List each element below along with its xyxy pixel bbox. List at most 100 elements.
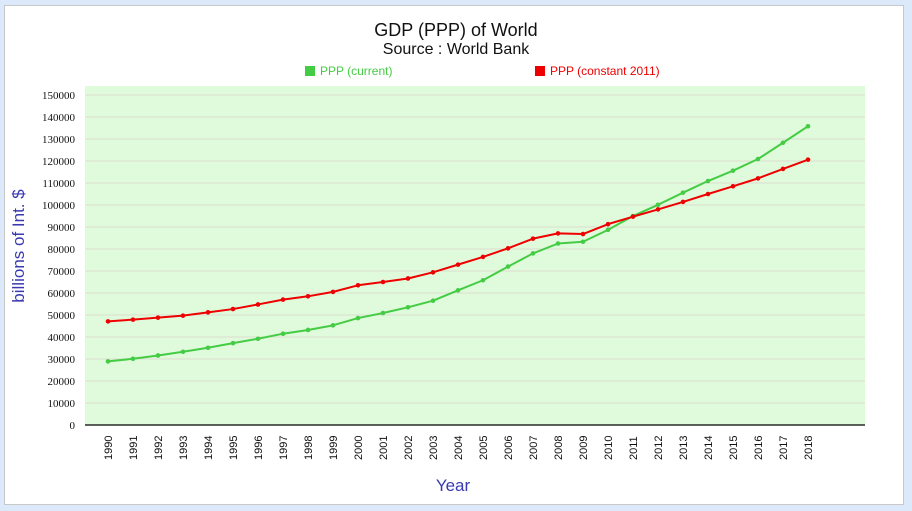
data-point[interactable] [505, 264, 511, 269]
data-point[interactable] [230, 340, 236, 346]
data-point[interactable] [705, 191, 711, 197]
data-point[interactable] [105, 319, 111, 324]
data-point[interactable] [305, 294, 311, 299]
x-tick-label: 1993 [178, 436, 190, 460]
x-tick-label: 2012 [653, 436, 665, 460]
data-point[interactable] [280, 297, 286, 302]
legend-label-ppp-constant: PPP (constant 2011) [550, 64, 660, 78]
x-tick-label: 2016 [753, 436, 765, 460]
data-point[interactable] [255, 336, 261, 342]
data-point[interactable] [230, 306, 236, 312]
series-ppp-current [105, 123, 811, 364]
data-point[interactable] [755, 156, 761, 162]
data-point[interactable] [380, 310, 386, 316]
x-tick-label: 1990 [103, 436, 115, 460]
data-point[interactable] [255, 302, 261, 307]
data-point[interactable] [705, 178, 711, 184]
data-point[interactable] [455, 262, 461, 267]
data-point[interactable] [130, 356, 136, 362]
data-point[interactable] [655, 202, 661, 208]
data-point[interactable] [155, 353, 161, 358]
data-point[interactable] [530, 251, 536, 256]
x-tick-label: 1994 [203, 436, 215, 460]
data-point[interactable] [105, 359, 111, 364]
data-point[interactable] [755, 176, 761, 181]
y-tick-label: 120000 [42, 156, 76, 168]
x-tick-label: 2011 [628, 436, 640, 460]
x-tick-label: 2000 [353, 436, 365, 460]
x-tick-label: 1997 [278, 436, 290, 460]
data-point[interactable] [805, 123, 811, 129]
data-point[interactable] [630, 214, 636, 219]
data-point[interactable] [305, 327, 311, 333]
y-tick-label: 50000 [48, 310, 76, 322]
data-point[interactable] [180, 313, 186, 318]
y-tick-label: 0 [70, 420, 76, 432]
data-point[interactable] [680, 199, 686, 205]
data-point[interactable] [730, 168, 736, 173]
x-tick-label: 2005 [478, 436, 490, 460]
data-point[interactable] [330, 289, 336, 295]
series-group [105, 123, 811, 364]
data-point[interactable] [780, 166, 786, 172]
data-point[interactable] [405, 276, 411, 281]
plot-area [85, 86, 865, 425]
legend-item-ppp-current[interactable]: PPP (current) [305, 64, 392, 78]
data-point[interactable] [430, 270, 436, 275]
data-point[interactable] [380, 279, 386, 285]
data-point[interactable] [730, 184, 736, 189]
data-point[interactable] [580, 239, 586, 245]
data-point[interactable] [180, 349, 186, 355]
data-point[interactable] [555, 231, 561, 236]
data-point[interactable] [655, 207, 661, 212]
x-tick-label: 2018 [803, 436, 815, 460]
data-point[interactable] [455, 288, 461, 293]
y-tick-label: 70000 [48, 266, 76, 278]
legend-swatch-ppp-constant [535, 66, 545, 76]
x-tick-label: 2004 [453, 436, 465, 460]
data-point[interactable] [330, 323, 336, 328]
x-tick-label: 2008 [553, 436, 565, 460]
data-point[interactable] [130, 317, 136, 322]
data-point[interactable] [280, 331, 286, 337]
y-tick-label: 100000 [42, 200, 76, 212]
data-point[interactable] [405, 305, 411, 310]
y-tick-label: 150000 [42, 90, 76, 102]
x-tick-label: 2009 [578, 436, 590, 460]
chart-subtitle: Source : World Bank [382, 41, 530, 58]
data-point[interactable] [780, 140, 786, 146]
data-point[interactable] [480, 254, 486, 260]
x-tick-label: 1996 [253, 436, 265, 460]
y-tick-label: 80000 [48, 244, 76, 256]
data-point[interactable] [530, 236, 536, 241]
data-point[interactable] [205, 345, 211, 351]
y-axis-title: billions of Int. $ [9, 189, 28, 303]
data-point[interactable] [605, 221, 611, 227]
data-point[interactable] [355, 315, 361, 321]
x-tick-label: 2013 [678, 436, 690, 460]
y-tick-label: 140000 [42, 112, 76, 124]
x-tick-label: 2001 [378, 436, 390, 460]
x-tick-label: 2014 [703, 436, 715, 460]
x-tick-label: 2006 [503, 436, 515, 460]
legend-item-ppp-constant[interactable]: PPP (constant 2011) [535, 64, 660, 78]
data-point[interactable] [480, 277, 486, 283]
data-point[interactable] [205, 310, 211, 315]
data-point[interactable] [680, 190, 686, 195]
data-point[interactable] [580, 231, 586, 237]
x-tick-label: 1995 [228, 436, 240, 460]
x-axis-title: Year [436, 476, 471, 495]
x-tick-label: 1991 [128, 436, 140, 460]
data-point[interactable] [505, 246, 511, 251]
legend-swatch-ppp-current [305, 66, 315, 76]
data-point[interactable] [805, 157, 811, 162]
x-tick-label: 2017 [778, 436, 790, 460]
data-point[interactable] [355, 283, 361, 288]
data-point[interactable] [430, 298, 436, 304]
y-tick-label: 110000 [42, 178, 75, 190]
y-tick-label: 40000 [48, 332, 76, 344]
data-point[interactable] [555, 241, 561, 246]
x-tick-label: 1992 [153, 436, 165, 460]
data-point[interactable] [155, 315, 161, 320]
data-point[interactable] [605, 227, 611, 233]
